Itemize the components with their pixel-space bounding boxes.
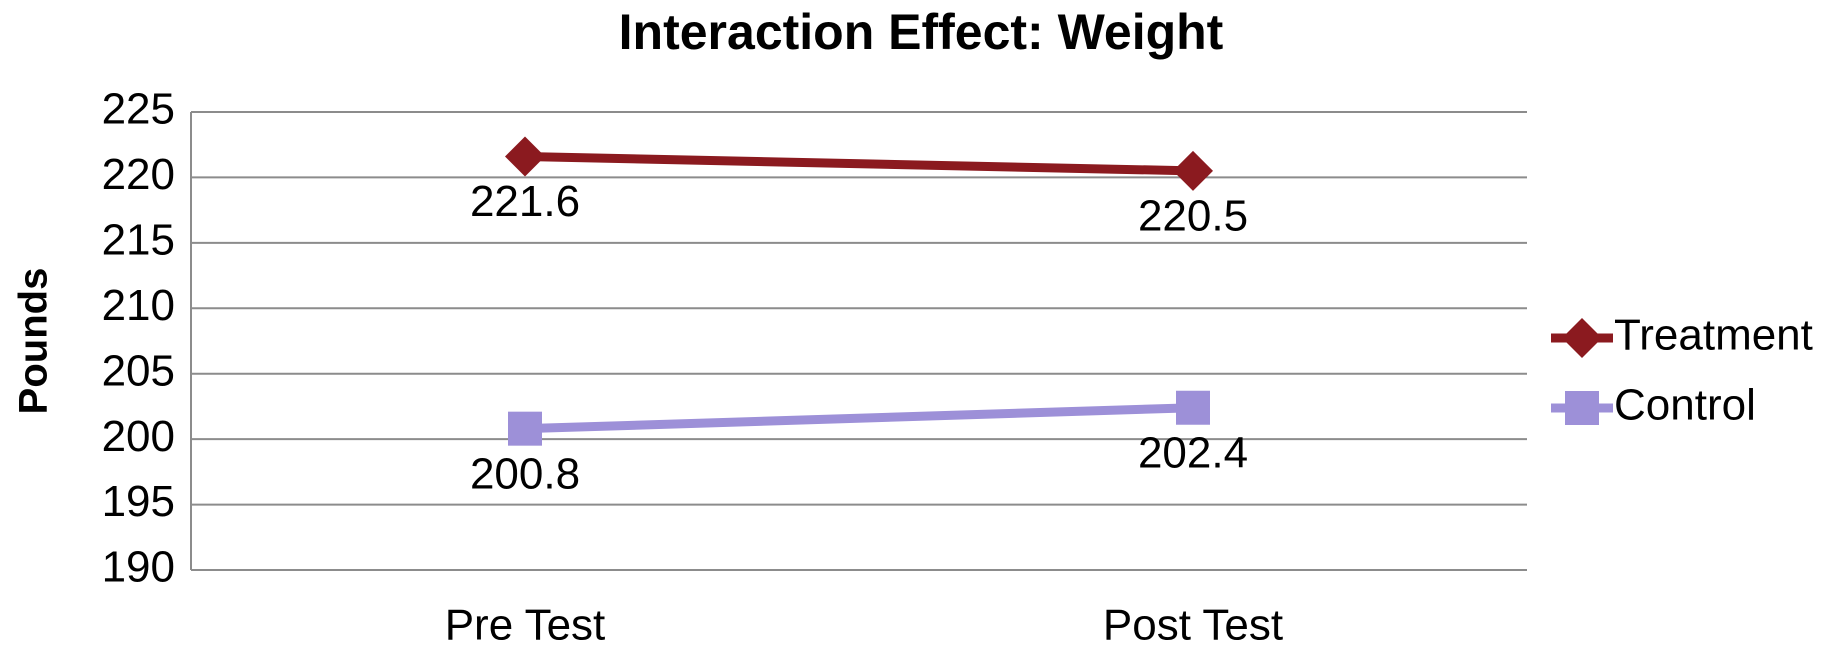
legend-label: Control <box>1614 381 1756 430</box>
legend-marker <box>1562 318 1602 358</box>
x-tick-label: Post Test <box>1103 601 1283 649</box>
y-tick-label: 200 <box>102 412 175 461</box>
chart-title: Interaction Effect: Weight <box>619 4 1224 60</box>
y-tick-label: 215 <box>102 215 175 264</box>
y-tick-label: 210 <box>102 281 175 330</box>
data-point <box>508 411 542 446</box>
data-label: 220.5 <box>1138 192 1248 241</box>
legend-label: Treatment <box>1614 311 1813 360</box>
legend-marker <box>1565 391 1599 425</box>
y-axis-label: Pounds <box>12 268 56 415</box>
data-label: 202.4 <box>1138 428 1248 477</box>
x-tick-label: Pre Test <box>445 601 606 649</box>
series-line <box>524 151 1194 176</box>
y-tick-label: 225 <box>102 85 175 134</box>
data-point <box>1176 390 1210 425</box>
y-tick-label: 190 <box>102 543 175 592</box>
y-tick-label: 205 <box>102 346 175 395</box>
y-tick-label: 195 <box>102 477 175 526</box>
data-label: 200.8 <box>470 449 580 498</box>
y-tick-label: 220 <box>102 150 175 199</box>
data-point <box>505 136 545 177</box>
data-point <box>1173 150 1213 191</box>
data-label: 221.6 <box>470 177 580 226</box>
series-line <box>524 403 1194 434</box>
